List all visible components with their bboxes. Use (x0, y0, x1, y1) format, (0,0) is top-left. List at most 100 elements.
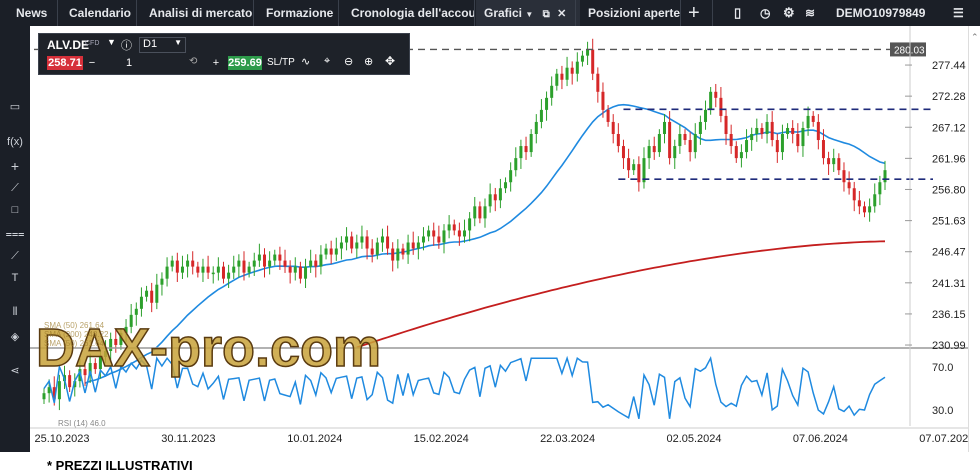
nav-news[interactable]: News (16, 6, 48, 20)
fibonacci-icon[interactable]: ⩶ (5, 228, 25, 240)
candle-bull (104, 351, 108, 358)
crosshair-icon[interactable]: ⌖ (324, 55, 331, 67)
candle-bear (478, 206, 482, 219)
nav-market-analysis[interactable]: Analisi di mercato (149, 6, 253, 20)
x-tick-label: 15.02.2024 (414, 433, 469, 445)
nav-training[interactable]: Formazione (266, 6, 334, 20)
timeframe-value: D1 (143, 38, 158, 50)
function-icon[interactable]: f(x) (7, 136, 23, 148)
candle-bear (196, 266, 200, 273)
detach-icon[interactable]: ⧉ (542, 9, 550, 20)
zoom-in-icon[interactable]: ⊕ (364, 56, 374, 68)
candle-bull (647, 146, 651, 159)
line-icon[interactable]: ⟋ (11, 182, 19, 194)
candle-bull (427, 230, 431, 237)
candle-bull (145, 290, 149, 297)
plus-icon[interactable]: + (688, 2, 700, 24)
refresh-icon[interactable]: ⟲ (189, 56, 198, 67)
candle-bear (652, 146, 656, 153)
candle-bear (570, 67, 574, 74)
settings-icon[interactable]: ⚙ (783, 5, 795, 20)
candle-bear (601, 91, 605, 110)
tab-charts[interactable]: Grafici ▼ ⧉ ✕ (476, 0, 580, 26)
y-tick-label: 261.96 (932, 153, 966, 165)
quantity-field[interactable]: 1 (125, 57, 133, 69)
rectangle-icon[interactable]: □ (11, 204, 19, 216)
candle-bear (432, 230, 436, 237)
candle-bull (534, 121, 538, 135)
divider (136, 0, 137, 26)
candle-bull (160, 278, 164, 285)
candle-bull (237, 260, 241, 267)
candle-bull (47, 387, 51, 394)
candle-bull (257, 254, 261, 261)
info-icon[interactable]: ⓘ (121, 40, 132, 52)
candle-bull (98, 357, 102, 370)
timeframe-select[interactable]: D1 ▼ (139, 37, 186, 53)
y-axis: 277.44 272.28 267.12 261.96 256.80 251.63 246.… (905, 26, 966, 426)
candle-bull (232, 266, 236, 273)
candle-bull (765, 121, 769, 135)
candle-bear (391, 248, 395, 261)
candle-bull (504, 182, 508, 189)
candle-bull (463, 230, 466, 237)
candle-bull (745, 140, 749, 153)
candle-bull (293, 266, 297, 273)
candle-bull (442, 230, 446, 243)
increase-qty-button[interactable]: + (212, 57, 220, 69)
buy-button[interactable]: 259.69 (228, 56, 262, 70)
chart-dropdown-icon[interactable]: ▼ (525, 10, 534, 19)
decrease-qty-button[interactable]: − (88, 57, 96, 69)
chart-area[interactable]: 280.03 277.44 272.28 267.12 261.96 256.80 251… (0, 26, 980, 452)
price-chart[interactable]: 280.03 277.44272.28267.12261.96256.80251… (0, 26, 980, 452)
candle-bull (709, 91, 713, 110)
candle-type-icon[interactable]: ⫴ (12, 306, 18, 318)
candle-bull (88, 363, 92, 376)
candle-bull (657, 134, 661, 153)
timeframe-dropdown-icon: ▼ (174, 38, 182, 47)
candle-bear (719, 97, 723, 116)
list-icon[interactable]: ☰ (953, 6, 964, 20)
nav-calendar[interactable]: Calendario (69, 6, 132, 20)
clock-icon[interactable]: ◷ (760, 6, 771, 20)
divider (680, 0, 681, 26)
candle-bull (704, 109, 708, 122)
layout-icon[interactable]: ▯ (734, 5, 742, 20)
share-icon[interactable]: ⋖ (10, 365, 20, 377)
collapse-icon[interactable]: ⌃ (971, 32, 979, 42)
symbol-dropdown-icon[interactable]: ▼ (107, 37, 116, 47)
candle-bull (201, 266, 205, 273)
layers-icon[interactable]: ◈ (10, 331, 20, 343)
candle-bear (616, 134, 620, 147)
candle-bear (263, 254, 267, 267)
nav-open-positions[interactable]: Posizioni aperte (588, 6, 681, 20)
right-scroll-strip[interactable]: ⌃ (968, 26, 980, 452)
zoom-out-icon[interactable]: ⊖ (344, 56, 354, 68)
trend-icon[interactable]: ⟋ (11, 250, 19, 262)
candle-bear (206, 266, 210, 273)
move-icon[interactable]: ✥ (385, 54, 396, 68)
watermark-logo: DAX-pro.com (36, 318, 381, 378)
sltp-button[interactable]: SL/TP (267, 57, 295, 68)
nav-account-history[interactable]: Cronologia dell'account (351, 6, 488, 20)
candle-bear (596, 73, 600, 92)
indicator-icon[interactable]: ▭ (9, 101, 21, 113)
text-icon[interactable]: T (11, 272, 19, 284)
candle-bear (150, 290, 154, 303)
crosshair-icon[interactable]: + (10, 158, 20, 174)
candle-bear (760, 127, 764, 135)
trend-icon[interactable]: ∿ (301, 56, 311, 68)
close-icon[interactable]: ✕ (557, 8, 567, 20)
candle-bull (421, 236, 425, 243)
candle-bull (211, 272, 215, 275)
candle-bull (693, 134, 697, 153)
y-tick-label: 241.31 (932, 278, 966, 290)
candle-bear (811, 115, 815, 122)
x-tick-label: 07.07.2024 (919, 433, 974, 445)
candle-bear (606, 109, 610, 122)
symbol-label[interactable]: ALV.DE (47, 38, 90, 52)
candle-bear (724, 115, 728, 135)
sell-button[interactable]: 258.71 (47, 56, 83, 70)
candle-bull (42, 393, 46, 400)
sma-200-path (356, 240, 886, 349)
